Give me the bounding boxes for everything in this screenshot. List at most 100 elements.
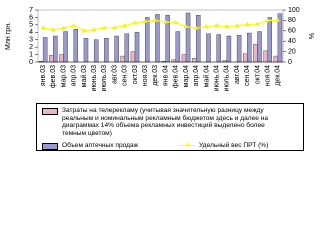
bar <box>206 33 211 63</box>
y2-tick-label: 80 <box>288 17 296 24</box>
x-tick-label: июль.04 <box>224 65 231 92</box>
y2-tick-label: 60 <box>288 28 296 35</box>
x-tick-label: сен.03 <box>122 65 129 86</box>
line-marker <box>163 19 168 24</box>
y-tick-label: 4 <box>29 29 33 36</box>
legend-item: Объем аптечных продаж <box>39 142 167 150</box>
line-marker <box>51 27 56 32</box>
x-tick-label: фев.03 <box>50 65 57 88</box>
line-marker <box>204 24 209 29</box>
bar <box>273 55 279 63</box>
y2-tick-label: 20 <box>288 48 296 55</box>
bar <box>49 55 54 63</box>
line-marker <box>153 17 158 22</box>
bar <box>120 55 125 63</box>
line-marker <box>102 25 107 30</box>
legend-label: Затраты на телерекламу (учитывая значите… <box>62 107 269 137</box>
y-tick-label: 5 <box>29 22 33 29</box>
x-tick-label: ноя.04 <box>265 65 272 86</box>
bar <box>257 31 262 63</box>
legend-item: ★ Удельный вес ПРТ (%) <box>177 142 305 150</box>
bar <box>73 29 79 63</box>
y2-tick-label: 100 <box>288 7 300 14</box>
line-marker <box>234 23 240 28</box>
legend: Затраты на телерекламу (учитывая значите… <box>36 103 304 151</box>
plot-area <box>37 9 284 63</box>
x-tick-label: сен.04 <box>244 65 251 86</box>
x-tick-label: янв.03 <box>40 65 47 86</box>
line-marker <box>112 25 117 30</box>
x-tick-label: июнь.04 <box>213 65 220 92</box>
x-tick-label: авг.04 <box>234 65 241 84</box>
x-tick-label: мар.03 <box>60 65 67 87</box>
y2-tick-label: 40 <box>288 38 296 45</box>
page: Млн грн. % 0 1 2 3 4 5 6 7 0 20 40 60 80 100 янв.03 фев… <box>5 7 316 151</box>
y-tick-label: 2 <box>29 44 33 51</box>
bar <box>236 35 242 63</box>
x-tick-label: мар.04 <box>183 65 190 87</box>
x-tick-label: авг.03 <box>111 65 118 84</box>
bar <box>191 58 197 63</box>
line-marker <box>183 24 189 29</box>
line-marker <box>245 22 250 27</box>
line-marker <box>275 17 281 22</box>
legend-label: Удельный вес ПРТ (%) <box>199 142 269 149</box>
bar <box>59 54 64 63</box>
line-marker <box>214 23 219 28</box>
bar <box>247 32 252 63</box>
bar <box>104 38 109 63</box>
line-marker <box>81 28 87 33</box>
bar <box>171 59 177 63</box>
line-marker <box>142 18 148 23</box>
x-tick-label: дек.03 <box>152 65 159 86</box>
y-tick-label: 1 <box>29 51 33 58</box>
line-marker <box>91 27 97 32</box>
line-marker <box>132 20 138 25</box>
y-axis-title: Млн грн. <box>5 22 12 50</box>
line-marker <box>40 25 46 30</box>
line-marker <box>193 25 199 30</box>
line-marker <box>122 23 128 28</box>
x-tick-label: окт.03 <box>132 65 139 84</box>
line-marker <box>265 17 270 22</box>
line-marker <box>255 21 260 26</box>
y-tick-label: 3 <box>29 37 33 44</box>
y2-tick-label: 0 <box>288 59 292 66</box>
legend-item: Затраты на телерекламу (учитывая значите… <box>39 107 289 137</box>
y-tick-label: 6 <box>29 14 33 21</box>
bar <box>196 14 201 63</box>
bar <box>83 38 89 63</box>
bar <box>114 35 119 63</box>
bar <box>175 31 181 63</box>
x-tick-label: май.03 <box>80 65 88 87</box>
x-tick-label: июль.03 <box>101 65 108 92</box>
x-tick-label: апр.03 <box>71 65 78 86</box>
bar <box>185 12 191 63</box>
line-marker <box>71 23 76 28</box>
legend-label: Объем аптечных продаж <box>62 142 139 149</box>
bar <box>267 17 272 63</box>
bar <box>253 43 258 63</box>
bar <box>130 51 136 63</box>
bar <box>134 32 140 63</box>
bar <box>181 54 187 63</box>
legend-swatch <box>42 108 58 115</box>
x-tick-label: дек.04 <box>275 65 282 86</box>
bar <box>226 35 232 63</box>
bar <box>93 39 99 63</box>
x-tick-label: фев.04 <box>173 65 180 88</box>
x-tick-label: апр.04 <box>193 65 200 86</box>
y-tick-label: 7 <box>29 7 33 14</box>
bar <box>242 53 248 63</box>
legend-swatch <box>42 143 58 150</box>
bar <box>53 35 58 63</box>
bar <box>144 17 150 63</box>
line-marker <box>61 25 66 30</box>
x-tick-label: май.04 <box>202 65 210 87</box>
line <box>42 19 278 32</box>
bar <box>124 33 130 63</box>
x-tick-label: янв.04 <box>162 65 169 86</box>
bar <box>42 37 48 63</box>
bar <box>216 34 221 63</box>
